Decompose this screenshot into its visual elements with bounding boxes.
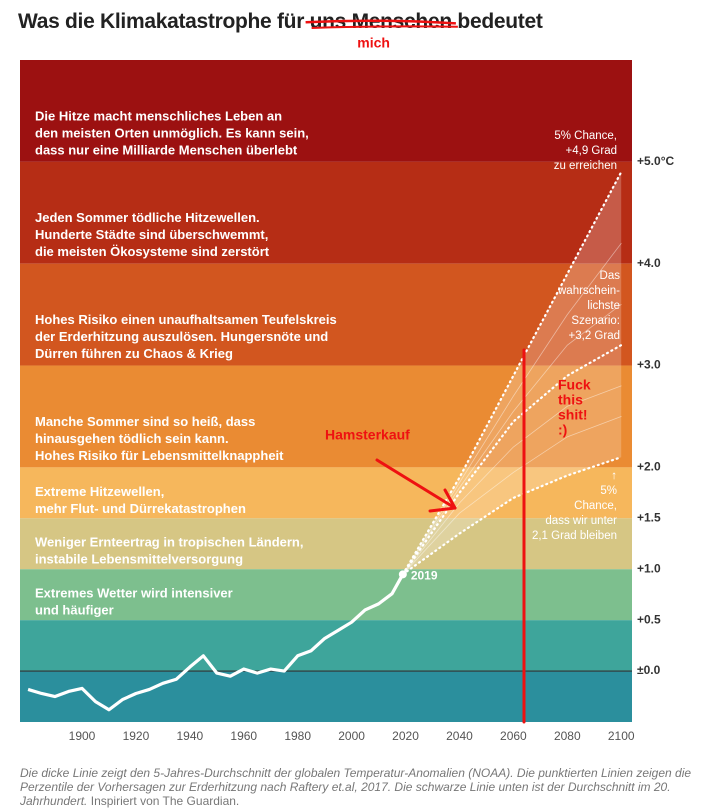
annotation: +3,2 Grad xyxy=(569,330,620,342)
band-text: hinausgehen tödlich sein kann. xyxy=(35,431,229,446)
projection-line xyxy=(402,416,622,575)
band-text: die meisten Ökosysteme sind zerstört xyxy=(35,244,270,259)
strike xyxy=(305,19,456,25)
y-tick-label: +5.0°C xyxy=(637,154,674,168)
annotation: 5% Chance, xyxy=(554,130,617,142)
annotation: zu erreichen xyxy=(554,160,617,172)
band-text: Die Hitze macht menschliches Leben an xyxy=(35,108,282,123)
band-text: Manche Sommer sind so heiß, dass xyxy=(35,414,255,429)
annotation: Szenario: xyxy=(571,315,620,327)
annotation: 2,1 Grad bleiben xyxy=(532,530,617,542)
projection-fan xyxy=(402,172,622,575)
band-text: Weniger Ernteertrag in tropischen Länder… xyxy=(35,535,303,550)
band xyxy=(20,620,632,672)
strike xyxy=(311,25,458,29)
x-tick-label: 2040 xyxy=(446,729,473,743)
band xyxy=(20,263,632,366)
temperature-line xyxy=(27,573,405,712)
band xyxy=(20,161,632,264)
y-tick-label: +1.5 xyxy=(637,510,661,524)
x-tick-label: 1980 xyxy=(284,729,311,743)
band-text: und häufiger xyxy=(35,603,114,618)
annotation: 2019 xyxy=(411,568,438,582)
x-tick-label: 2080 xyxy=(554,729,581,743)
band-text: Jeden Sommer tödliche Hitzewellen. xyxy=(35,210,260,225)
band xyxy=(20,467,632,519)
annotation: Chance, xyxy=(574,500,617,512)
plot: Die Hitze macht menschliches Leben an den… xyxy=(20,60,674,743)
caption-plain: Inspiriert von The Guardian. xyxy=(90,794,240,808)
annotation: Fuck xyxy=(558,377,591,393)
band xyxy=(20,569,632,621)
caption-italic: Die dicke Linie zeigt den 5-Jahres-Durch… xyxy=(20,766,692,808)
band-text: Extreme Hitzewellen, xyxy=(35,484,164,499)
annotation: 5% xyxy=(600,485,617,497)
band-text: Hohes Risiko einen unaufhaltsamen Teufel… xyxy=(35,312,337,327)
annotation: lichste xyxy=(587,300,620,312)
y-tick-label: +0.5 xyxy=(637,612,661,626)
projection-line xyxy=(402,242,622,575)
annotation: shit! xyxy=(558,407,588,423)
chart-title: Was die Klimakatastrophe für uns Mensche… xyxy=(18,10,543,33)
projection-line xyxy=(401,456,623,576)
band-text: Hunderte Städte sind überschwemmt, xyxy=(35,227,268,242)
annotation: this xyxy=(558,392,583,408)
band-text: Hohes Risiko für Lebensmittelknappheit xyxy=(35,448,284,463)
title-part: bedeutet xyxy=(457,10,542,33)
band-text: der Erderhitzung auszulösen. Hungersnöte… xyxy=(35,329,328,344)
annotation: dass wir unter xyxy=(545,515,617,527)
red-mark xyxy=(375,458,457,510)
annotation: ↑ xyxy=(611,470,617,482)
x-tick-label: 1920 xyxy=(123,729,150,743)
x-tick-label: 2100 xyxy=(608,729,635,743)
band-text: den meisten Orten unmöglich. Es kann sei… xyxy=(35,125,309,140)
annotation: +4,9 Grad xyxy=(566,145,617,157)
projection-line xyxy=(402,385,622,575)
x-tick-label: 2020 xyxy=(392,729,419,743)
band-text: Dürren führen zu Chaos & Krieg xyxy=(35,346,233,361)
band-text: instabile Lebensmittelversorgung xyxy=(35,552,243,567)
x-tick-label: 1900 xyxy=(69,729,96,743)
annotation: Das xyxy=(600,270,621,282)
x-tick-label: 1940 xyxy=(176,729,203,743)
annotation: :) xyxy=(558,422,567,438)
projection-line xyxy=(401,344,623,576)
y-tick-label: +2.0 xyxy=(637,460,661,474)
x-tick-label: 2000 xyxy=(338,729,365,743)
annotation: Hamsterkauf xyxy=(325,427,410,443)
title-correction: mich xyxy=(357,35,390,51)
y-tick-label: ±0.0 xyxy=(637,663,661,677)
band-text: Extremes Wetter wird intensiver xyxy=(35,586,233,601)
x-tick-label: 2060 xyxy=(500,729,527,743)
red-mark xyxy=(428,506,457,513)
y-tick-label: +3.0 xyxy=(637,358,661,372)
annotation: wahrschein- xyxy=(557,285,620,297)
last-point xyxy=(398,570,407,579)
band xyxy=(20,365,632,468)
band xyxy=(20,671,632,722)
y-tick-label: +4.0 xyxy=(637,256,661,270)
red-mark xyxy=(443,488,457,510)
y-tick-label: +1.0 xyxy=(637,561,661,575)
band-text: dass nur eine Milliarde Menschen überleb… xyxy=(35,142,298,157)
band xyxy=(20,518,632,570)
band-text: mehr Flut- und Dürrekatastrophen xyxy=(35,501,246,516)
projection-line xyxy=(402,304,622,575)
band xyxy=(20,60,632,162)
chart: Was die Klimakatastrophe für uns Mensche… xyxy=(18,10,674,744)
x-tick-label: 1960 xyxy=(230,729,257,743)
caption: Die dicke Linie zeigt den 5-Jahres-Durch… xyxy=(20,766,692,808)
title-part: Was die Klimakatastrophe für xyxy=(18,10,304,33)
